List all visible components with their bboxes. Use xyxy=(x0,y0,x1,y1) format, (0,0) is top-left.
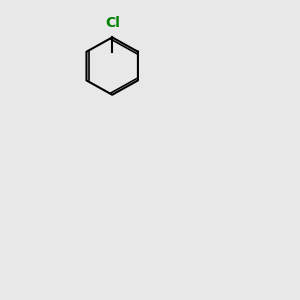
Text: Cl: Cl xyxy=(105,16,120,30)
